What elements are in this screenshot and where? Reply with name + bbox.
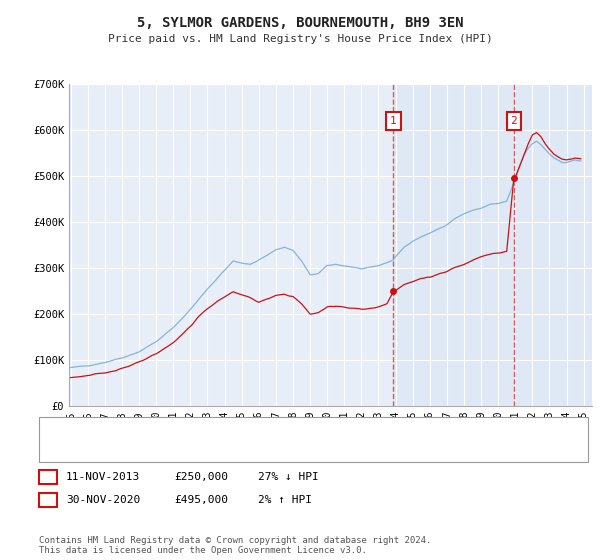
Text: Price paid vs. HM Land Registry's House Price Index (HPI): Price paid vs. HM Land Registry's House … [107,34,493,44]
Text: HPI: Average price, detached house, Bournemouth Christchurch and Poole: HPI: Average price, detached house, Bour… [80,445,491,455]
Text: 2: 2 [44,494,52,505]
Text: Contains HM Land Registry data © Crown copyright and database right 2024.: Contains HM Land Registry data © Crown c… [39,536,431,545]
Text: 2% ↑ HPI: 2% ↑ HPI [258,494,312,505]
Bar [394,84,592,406]
Text: 1: 1 [390,116,397,126]
Text: 30-NOV-2020: 30-NOV-2020 [66,494,140,505]
Text: ————: ———— [46,442,75,455]
Text: ————: ———— [46,418,75,432]
Text: 11-NOV-2013: 11-NOV-2013 [66,472,140,482]
Text: 27% ↓ HPI: 27% ↓ HPI [258,472,319,482]
Text: 1: 1 [44,472,52,482]
Text: £495,000: £495,000 [174,494,228,505]
Text: 5, SYLMOR GARDENS, BOURNEMOUTH, BH9 3EN: 5, SYLMOR GARDENS, BOURNEMOUTH, BH9 3EN [137,16,463,30]
Text: 2: 2 [511,116,517,126]
Text: £250,000: £250,000 [174,472,228,482]
Text: 5, SYLMOR GARDENS, BOURNEMOUTH, BH9 3EN (detached house): 5, SYLMOR GARDENS, BOURNEMOUTH, BH9 3EN … [80,421,409,431]
Text: This data is licensed under the Open Government Licence v3.0.: This data is licensed under the Open Gov… [39,547,367,556]
